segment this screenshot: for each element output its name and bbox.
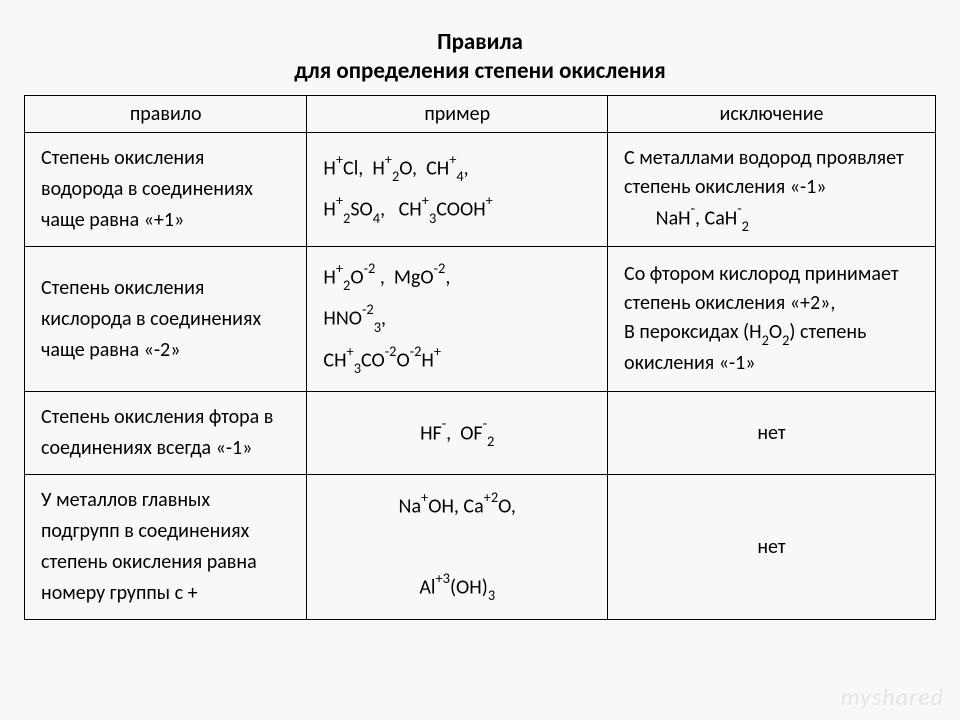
watermark: myshared: [841, 683, 944, 712]
rule-cell: Степень окисления водорода в соединениях…: [25, 132, 307, 246]
example-cell: Na+OH, Ca+2O,Al+3(OH)3: [307, 475, 608, 620]
col-example: пример: [307, 95, 608, 132]
table-header-row: правило пример исключение: [25, 95, 936, 132]
col-exception: исключение: [608, 95, 936, 132]
exception-cell: нет: [608, 392, 936, 475]
rule-cell: Степень окисления кислорода в соединения…: [25, 246, 307, 391]
example-cell: H+2O-2 , MgO-2,HNO-23,CH+3CO-2O-2H+: [307, 246, 608, 391]
table-body: Степень окисления водорода в соединениях…: [25, 132, 936, 619]
table-row: Степень окисления кислорода в соединения…: [25, 246, 936, 391]
rule-cell: Степень окисления фтора в соединениях вс…: [25, 392, 307, 475]
table-row: У металлов главных подгрупп в соединения…: [25, 475, 936, 620]
exception-cell: нет: [608, 475, 936, 620]
rule-cell: У металлов главных подгрупп в соединения…: [25, 475, 307, 620]
col-rule: правило: [25, 95, 307, 132]
table-row: Степень окисления фтора в соединениях вс…: [25, 392, 936, 475]
table-row: Степень окисления водорода в соединениях…: [25, 132, 936, 246]
example-cell: HF-, OF-2: [307, 392, 608, 475]
exception-cell: С металлами водород проявляет степень ок…: [608, 132, 936, 246]
example-cell: H+Cl, H+2O, CH+4,H+2SO4, CH+3COOH+: [307, 132, 608, 246]
page-title: Правила для определения степени окислени…: [24, 28, 936, 87]
exception-cell: Со фтором кислород принимает степень оки…: [608, 246, 936, 391]
title-line-1: Правила: [24, 28, 936, 57]
rules-table: правило пример исключение Степень окисле…: [24, 95, 936, 620]
title-line-2: для определения степени окисления: [24, 57, 936, 86]
